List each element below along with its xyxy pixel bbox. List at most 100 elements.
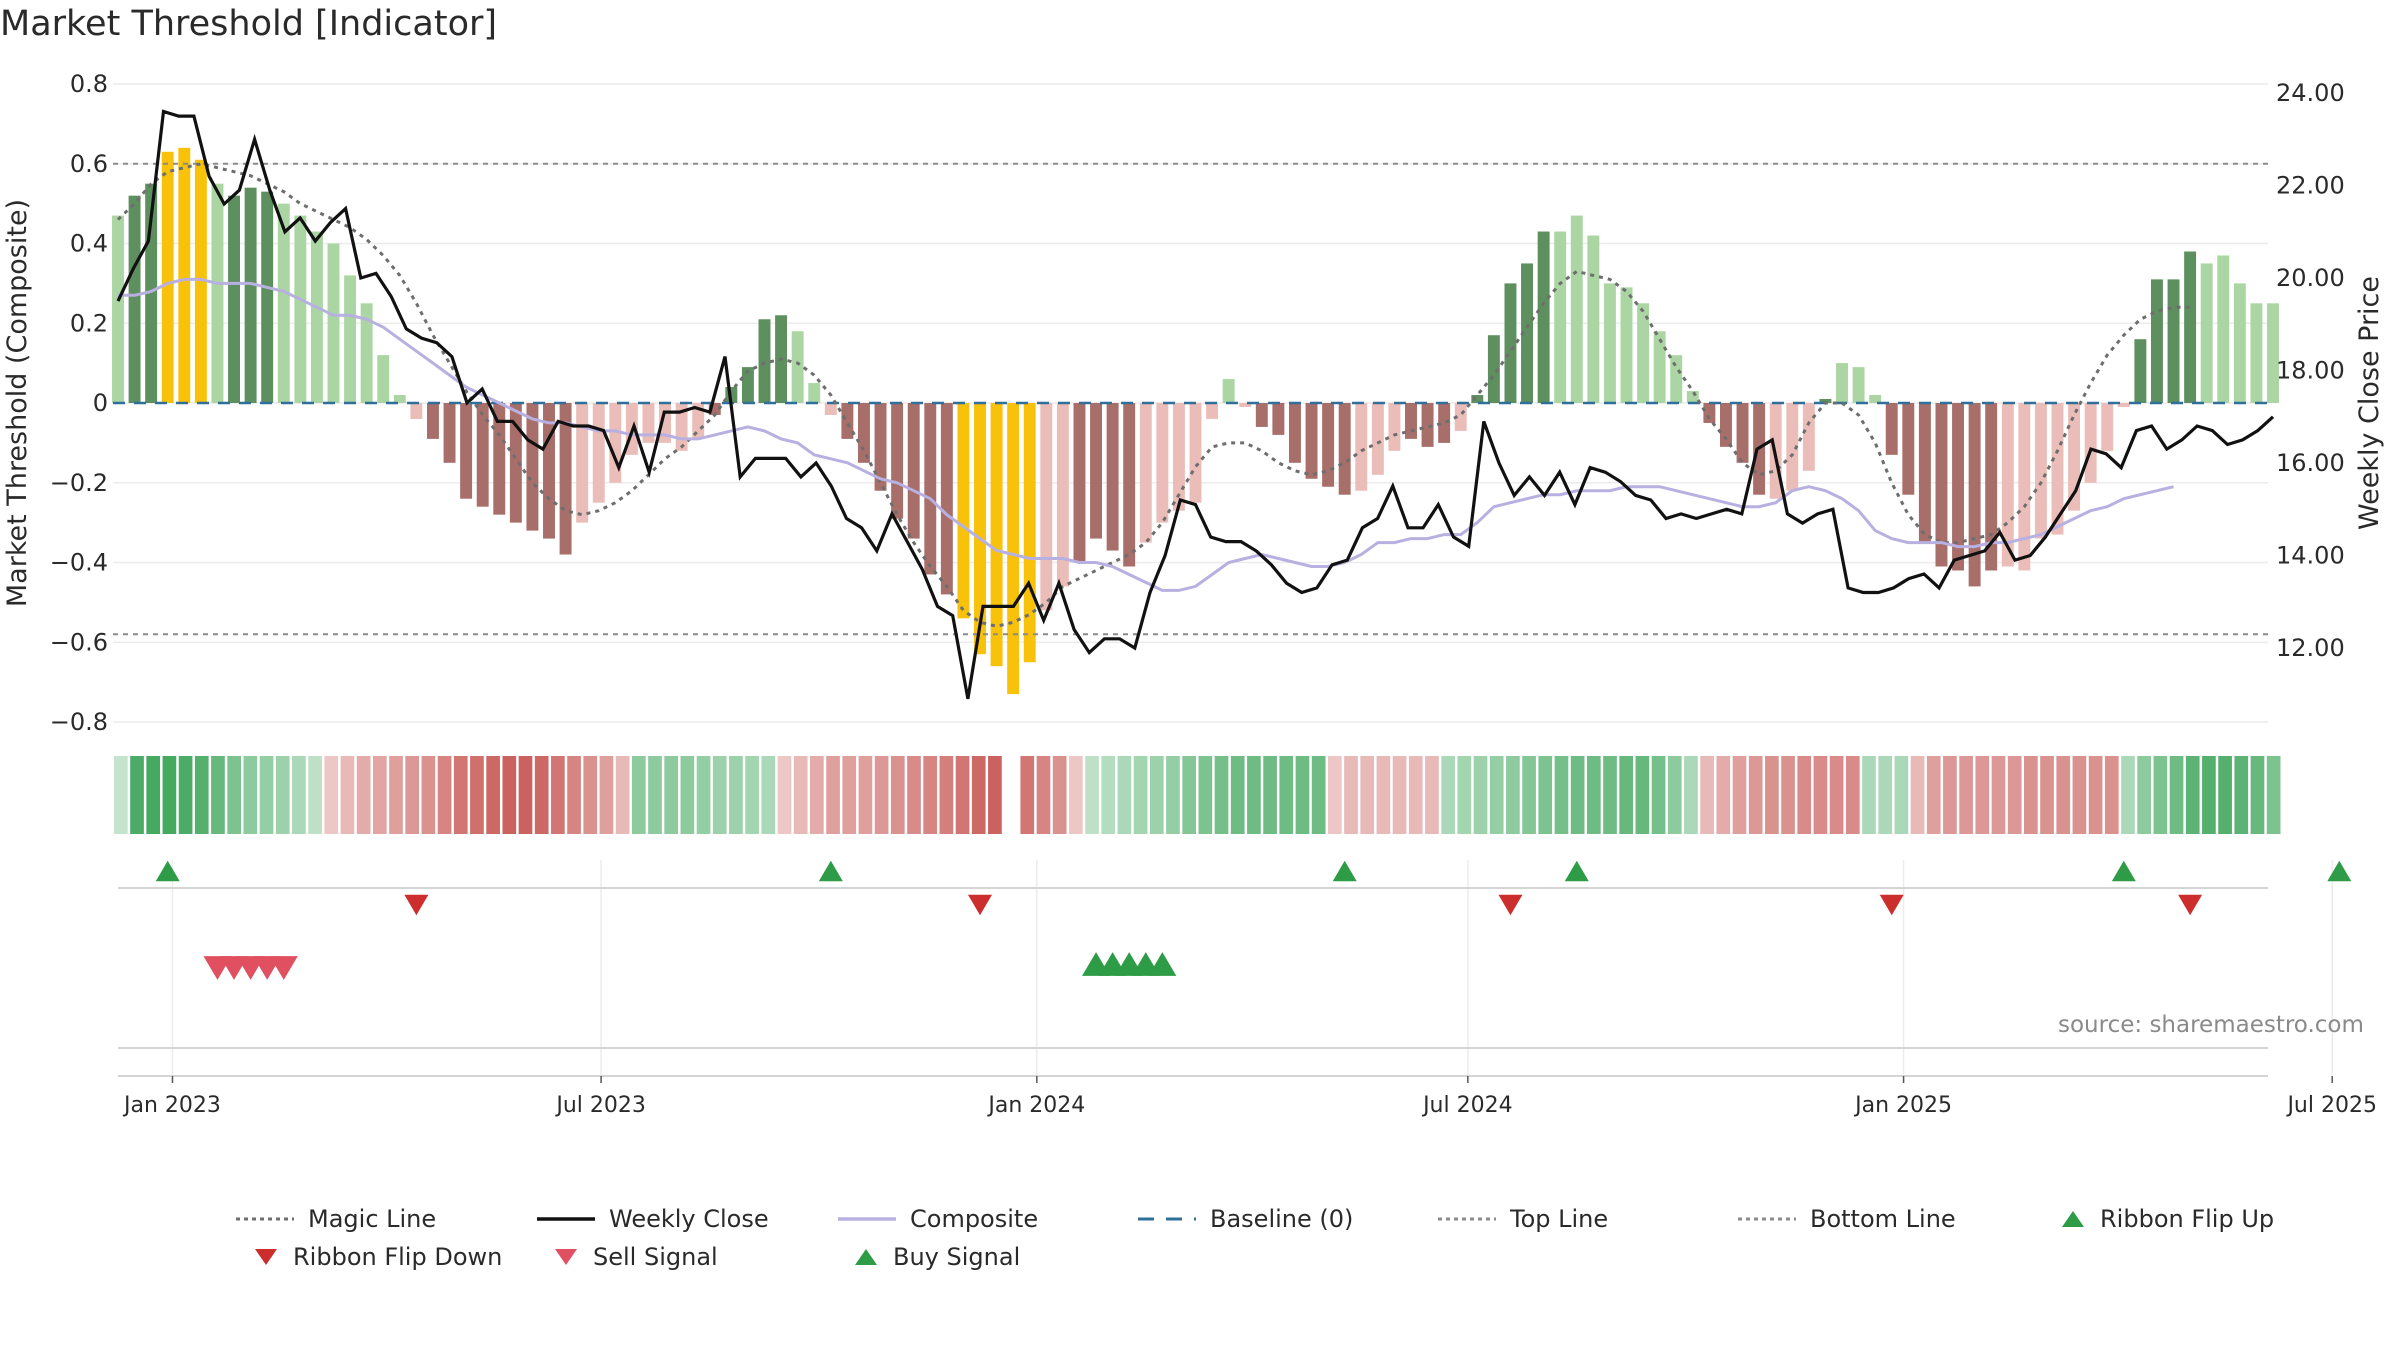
ribbon-cell bbox=[243, 756, 258, 834]
ribbon-cell bbox=[486, 756, 500, 834]
composite-bar bbox=[393, 395, 406, 403]
ribbon-cell bbox=[1845, 756, 1860, 834]
ribbon-cell bbox=[1732, 756, 1747, 834]
composite-bar bbox=[1537, 231, 1550, 403]
composite-bar bbox=[1686, 391, 1699, 403]
composite-bar bbox=[360, 303, 373, 403]
legend-item: Composite bbox=[838, 1205, 1038, 1233]
ribbon-cell bbox=[1360, 756, 1375, 834]
ribbon-cell bbox=[502, 756, 517, 834]
ribbon-cell bbox=[842, 756, 857, 834]
ribbon-cell bbox=[712, 756, 727, 834]
ribbon-cell bbox=[292, 756, 306, 834]
composite-bar bbox=[410, 403, 423, 419]
ribbon-cell bbox=[1829, 756, 1844, 834]
ribbon-cell bbox=[178, 756, 193, 834]
ribbon-flip-down-marker bbox=[2178, 894, 2203, 916]
ribbon-cell bbox=[356, 756, 371, 834]
ribbon-cell bbox=[1603, 756, 1617, 834]
ribbon-cell bbox=[421, 756, 436, 834]
composite-bar bbox=[161, 151, 174, 403]
composite-bar bbox=[310, 231, 323, 403]
ribbon-cell bbox=[2218, 756, 2232, 834]
composite-bar bbox=[1587, 235, 1600, 403]
composite-bar bbox=[940, 403, 953, 595]
left-tick-label: −0.8 bbox=[50, 708, 108, 736]
composite-bar bbox=[1255, 403, 1268, 427]
composite-bar bbox=[841, 403, 854, 439]
composite-bar bbox=[1902, 403, 1915, 495]
composite-bar bbox=[1487, 335, 1500, 403]
ribbon-cell bbox=[761, 756, 776, 834]
ribbon-cell bbox=[1586, 756, 1601, 834]
ribbon-cell bbox=[1247, 756, 1261, 834]
legend-item: Sell Signal bbox=[553, 1243, 718, 1271]
ribbon-cell bbox=[1651, 756, 1666, 834]
ribbon-cell bbox=[2040, 756, 2054, 834]
ribbon-cell bbox=[1910, 756, 1925, 834]
composite-bar bbox=[344, 275, 357, 403]
composite-bar bbox=[2001, 403, 2014, 567]
gridlines bbox=[113, 83, 2333, 1077]
ribbon-cell bbox=[1101, 756, 1116, 834]
legend-label: Ribbon Flip Down bbox=[293, 1243, 503, 1271]
ribbon-cell bbox=[1765, 756, 1779, 834]
left-tick-label: 0 bbox=[93, 389, 108, 417]
composite-bar bbox=[741, 367, 754, 403]
ribbon-cell bbox=[971, 756, 986, 834]
composite-bar bbox=[2134, 339, 2147, 403]
ribbon-cell bbox=[1408, 756, 1423, 834]
signal-markers bbox=[155, 860, 2352, 980]
right-tick-label: 16.00 bbox=[2276, 449, 2345, 477]
composite-bars bbox=[112, 147, 2279, 695]
ribbon-cell bbox=[745, 756, 759, 834]
right-tick-label: 12.00 bbox=[2276, 634, 2345, 662]
composite-bar bbox=[2167, 279, 2180, 403]
ribbon-cell bbox=[664, 756, 679, 834]
composite-bar bbox=[1355, 403, 1368, 491]
ribbon-cell bbox=[1959, 756, 1973, 834]
ribbon-cell bbox=[2185, 756, 2200, 834]
ribbon-cell bbox=[1926, 756, 1941, 834]
composite-bar bbox=[327, 243, 340, 403]
ribbon-cell bbox=[1166, 756, 1180, 834]
composite-bar bbox=[543, 403, 555, 539]
x-tick-label: Jul 2025 bbox=[2285, 1093, 2377, 1118]
composite-bar bbox=[443, 403, 456, 463]
legend-label: Weekly Close bbox=[609, 1205, 769, 1233]
composite-bar bbox=[675, 403, 688, 451]
ribbon-cell bbox=[1813, 756, 1828, 834]
composite-bar bbox=[592, 403, 605, 503]
composite-bar bbox=[2068, 403, 2081, 511]
legend-item: Magic Line bbox=[236, 1205, 436, 1233]
solid-line-icon bbox=[838, 1217, 896, 1221]
composite-bar bbox=[1819, 399, 1832, 403]
ribbon-cell bbox=[1570, 756, 1585, 834]
right-tick-label: 18.00 bbox=[2276, 357, 2345, 385]
legend: Magic Line Weekly Close Composite Baseline … bbox=[228, 1205, 2378, 1281]
composite-bar bbox=[294, 215, 307, 403]
composite-bar bbox=[1305, 403, 1318, 479]
ribbon-cell bbox=[2121, 756, 2135, 834]
composite-bar bbox=[211, 183, 224, 403]
composite-bar bbox=[1836, 363, 1848, 403]
composite-bar bbox=[924, 403, 937, 575]
ribbon-cell bbox=[2266, 756, 2281, 834]
ribbon-cell bbox=[227, 756, 241, 834]
ribbon-cell bbox=[1894, 756, 1909, 834]
ribbon-cell bbox=[146, 756, 161, 834]
ribbon-flip-down-marker bbox=[404, 894, 429, 916]
ribbon-cell bbox=[1149, 756, 1164, 834]
composite-bar bbox=[824, 403, 837, 415]
ribbon-cell bbox=[1425, 756, 1439, 834]
ribbon-flip-up-marker bbox=[1332, 860, 1357, 882]
composite-bar bbox=[2101, 403, 2114, 451]
composite-bar bbox=[1918, 403, 1931, 543]
buy-signal-marker bbox=[1148, 952, 1177, 976]
composite-bar bbox=[2184, 251, 2197, 403]
ribbon-cell bbox=[551, 756, 565, 834]
composite-bar bbox=[1007, 403, 1020, 695]
composite-bar bbox=[426, 403, 439, 439]
ribbon-cell bbox=[826, 756, 840, 834]
ribbon-cell bbox=[874, 756, 889, 834]
